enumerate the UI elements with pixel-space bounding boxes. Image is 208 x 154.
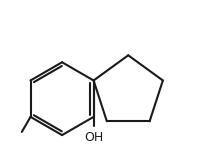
Text: OH: OH — [84, 131, 103, 144]
